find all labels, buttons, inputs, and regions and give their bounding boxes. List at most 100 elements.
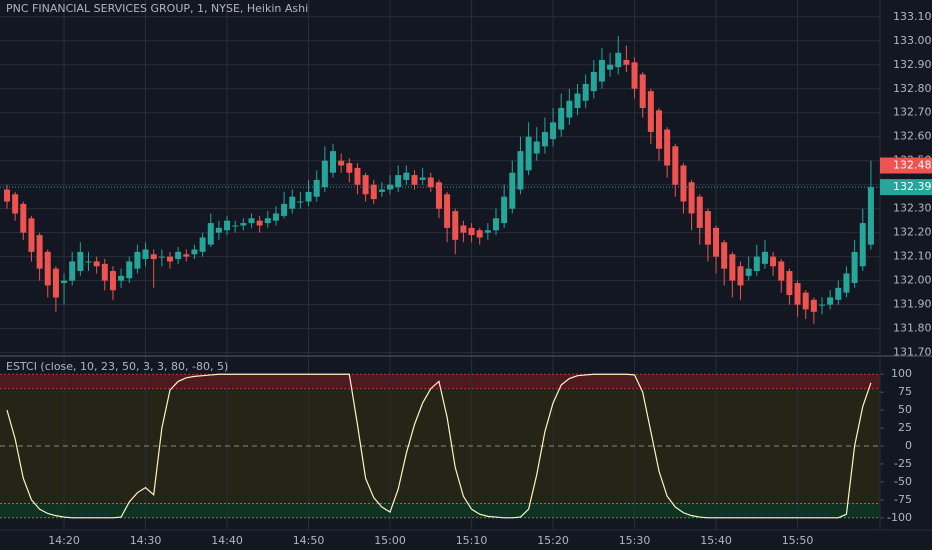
candle-body [778,261,785,281]
lower-zone [0,503,880,518]
candle-body [297,201,304,203]
candle-body [631,62,638,89]
osc-tick-label: -50 [894,475,912,488]
candle-body [346,163,353,173]
candle-body [158,256,165,258]
x-tick-label: 15:40 [700,534,732,547]
candle-body [61,280,68,284]
candle-body [509,172,516,209]
x-tick-label: 15:10 [456,534,488,547]
indicator-line [6,373,872,519]
candle-body [770,256,777,267]
candle-body [737,266,744,286]
osc-tick-label: -75 [894,493,912,506]
candle-body [476,230,483,238]
candle-body [36,235,43,269]
candle-body [281,203,288,216]
y-tick-label: 132.10 [893,250,932,263]
candle-body [313,179,320,197]
candle-body [12,194,19,214]
candle-body [305,191,312,202]
candle-body [819,304,825,306]
osc-tick-label: 100 [891,367,912,380]
candle-body [639,74,646,108]
candle-body [664,129,671,166]
candle-body [493,218,499,231]
candle-body [745,268,752,276]
candle-body [647,91,654,132]
x-tick-label: 15:30 [619,534,651,547]
candle-body [370,184,377,200]
x-tick-label: 15:20 [537,534,569,547]
candle-body [150,254,157,260]
candle-body [232,225,239,227]
marks [0,35,880,519]
x-tick-label: 14:30 [130,534,162,547]
candle-body [525,136,532,171]
candle-body [85,261,92,263]
indicator-title: ESTCI (close, 10, 23, 50, 3, 3, 80, -80,… [6,360,228,373]
candle-body [134,251,141,269]
candle-body [704,211,711,245]
candle-body [802,292,809,310]
y-tick-label: 132.80 [893,82,932,95]
candle-body [859,223,866,267]
candle-body [541,131,548,147]
candle-body [582,83,589,101]
candle-body [452,211,459,240]
candle-body [93,261,100,267]
y-tick-label: 131.80 [893,322,932,335]
candle-body [207,223,214,245]
candle-body [419,177,426,180]
candle-body [142,249,149,260]
candle-body [794,283,801,305]
y-tick-label: 132.30 [893,202,932,215]
price-tag [880,179,932,196]
candle-body [264,218,271,224]
candle-body [77,251,84,272]
grid [0,0,884,530]
candle-body [224,220,231,231]
candle-body [574,93,581,108]
candle-body [20,203,27,233]
y-tick-label: 132.70 [893,106,932,119]
candle-body [761,251,768,264]
candle-body [558,107,565,130]
candle-body [52,268,59,298]
candle-body [851,251,858,284]
candle-body [550,122,557,140]
upper-zone [0,374,880,389]
candle-body [501,196,508,224]
candle-body [444,194,451,228]
price-tag-label: 132.39 [893,180,932,193]
labels: PNC FINANCIAL SERVICES GROUP, 1, NYSE, H… [6,2,932,547]
candle-body [175,251,182,260]
candle-body [623,59,630,65]
candle-body [468,227,475,236]
candle-body [256,220,263,226]
osc-tick-label: 75 [898,385,912,398]
candle-body [199,237,206,252]
candle-body [484,230,491,233]
price-tag [880,157,932,174]
candle-body [403,172,410,180]
candle-body [835,287,842,300]
candle-body [753,256,760,272]
candle-body [656,110,662,149]
y-tick-label: 132.90 [893,58,932,71]
candle-body [395,175,402,188]
candle-body [191,249,198,255]
osc-tick-label: 25 [898,421,912,434]
candle-body [101,263,108,281]
candle-body [354,167,361,185]
y-tick-label: 131.90 [893,298,932,311]
candle-body [362,175,369,195]
osc-tick-label: -25 [894,457,912,470]
osc-tick-label: -100 [887,511,912,524]
candle-body [435,182,442,209]
x-tick-label: 14:40 [211,534,243,547]
candle-body [696,196,703,228]
candle-body [28,218,35,252]
candle-body [729,254,736,281]
candle-body [810,299,817,312]
